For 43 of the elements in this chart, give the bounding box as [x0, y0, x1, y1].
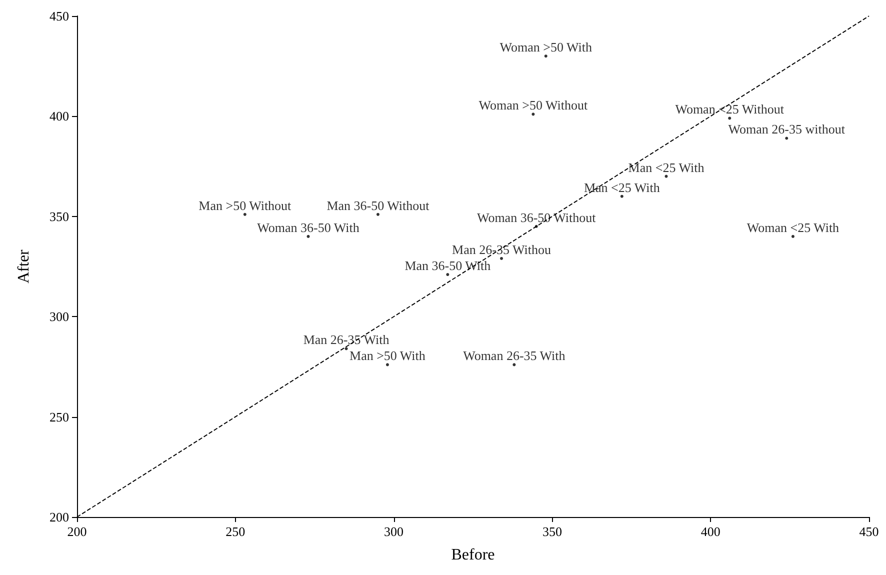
data-label: Woman 26-35 without — [728, 122, 846, 137]
data-label: Man >50 Without — [198, 198, 292, 213]
y-tick-label: 300 — [50, 309, 69, 324]
y-tick-label: 450 — [50, 8, 69, 24]
data-label: Woman <25 Without — [675, 102, 784, 117]
y-axis-title: After — [16, 248, 32, 284]
x-axis-title: Before — [451, 546, 495, 564]
y-tick-label: 350 — [50, 208, 69, 224]
x-tick-label: 450 — [859, 524, 879, 539]
data-label: Man >50 With — [350, 348, 426, 364]
point — [620, 194, 624, 198]
x-tick-label: 200 — [67, 524, 87, 539]
x-tick-label: 250 — [226, 524, 246, 539]
y-tick-label: 200 — [50, 510, 69, 524]
x-tick-label: 300 — [384, 524, 404, 539]
point — [512, 363, 516, 366]
data-label: Woman >50 Without — [478, 98, 588, 113]
data-label: Woman <25 With — [746, 220, 840, 235]
point — [243, 212, 246, 216]
data-label: Man <25 With — [628, 160, 705, 175]
data-label: Man 26-35 With — [303, 332, 390, 348]
data-label: Man 26-35 Withou — [452, 242, 552, 257]
data-label: Woman >50 With — [500, 40, 592, 55]
data-label: Woman 36-50 Without — [476, 210, 596, 225]
point — [791, 234, 794, 238]
x-tick-label: 400 — [700, 524, 720, 539]
data-label: Man <25 With — [584, 180, 660, 195]
point — [306, 234, 310, 238]
point — [728, 116, 732, 120]
data-label: Woman 36-50 With — [257, 220, 360, 235]
point — [500, 256, 504, 260]
point — [785, 136, 788, 140]
point — [544, 54, 548, 58]
x-tick-label: 350 — [542, 524, 562, 539]
y-tick-label: 250 — [50, 409, 69, 424]
point — [386, 363, 389, 366]
point — [376, 212, 380, 216]
point — [532, 112, 535, 116]
data-label: Woman 26-35 With — [463, 348, 566, 364]
data-label: Man 36-50 With — [404, 258, 492, 274]
data-label: Man 36-50 Without — [326, 198, 430, 213]
y-tick-label: 400 — [50, 108, 69, 124]
point — [446, 273, 450, 276]
